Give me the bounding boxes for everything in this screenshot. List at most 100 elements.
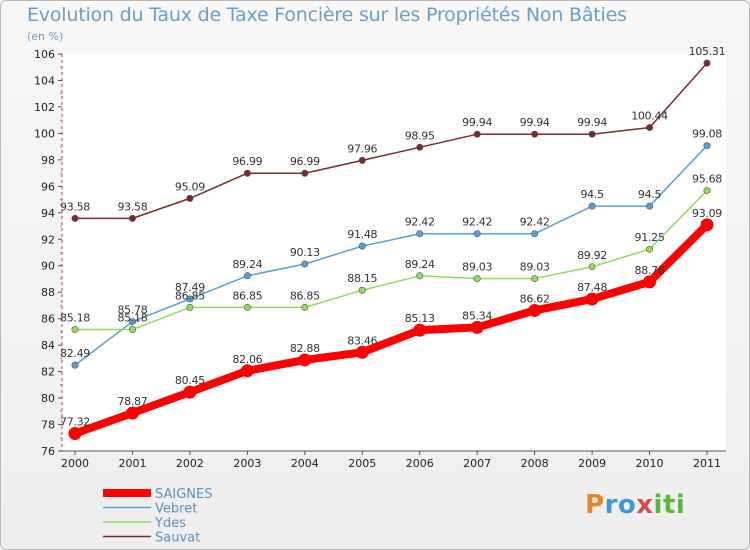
data-label: 89.03 (520, 261, 550, 274)
data-label: 96.99 (290, 155, 320, 168)
x-tick-label: 2001 (118, 457, 146, 470)
data-point (243, 303, 251, 311)
logo-part: x (636, 490, 654, 520)
data-point (646, 245, 654, 253)
x-tick-label: 2008 (521, 457, 549, 470)
y-tick-label: 80 (41, 392, 55, 405)
x-tick-label: 2007 (463, 457, 491, 470)
chart-title: Evolution du Taux de Taxe Foncière sur l… (27, 4, 627, 26)
data-label: 99.08 (692, 128, 722, 141)
data-label: 89.24 (405, 258, 435, 271)
legend-label: Vebret (155, 502, 197, 517)
data-label: 105.31 (689, 45, 726, 58)
data-point (646, 124, 654, 132)
data-label: 95.68 (692, 173, 722, 186)
data-point (186, 295, 194, 303)
data-label: 85.18 (60, 312, 90, 325)
data-label: 82.06 (232, 353, 262, 366)
data-point (703, 142, 711, 150)
y-tick-label: 86 (41, 313, 55, 326)
data-point (128, 326, 136, 334)
data-point (358, 242, 366, 250)
data-point (473, 230, 481, 238)
data-point (531, 130, 539, 138)
data-point (413, 323, 427, 337)
data-point (355, 345, 369, 359)
y-tick-label: 100 (34, 127, 55, 140)
data-label: 93.58 (117, 200, 147, 213)
logo-part: ro (604, 490, 637, 520)
y-tick-label: 88 (41, 286, 55, 299)
data-label: 89.03 (462, 261, 492, 274)
data-label: 87.48 (577, 281, 607, 294)
x-tick-label: 2002 (176, 457, 204, 470)
data-point (301, 303, 309, 311)
data-label: 100.44 (631, 110, 668, 123)
data-point (186, 194, 194, 202)
data-point (588, 130, 596, 138)
y-tick-label: 78 (41, 419, 55, 432)
data-point (183, 385, 197, 399)
y-tick-label: 84 (41, 339, 55, 352)
x-tick-label: 2010 (636, 457, 664, 470)
data-label: 88.78 (635, 264, 665, 277)
data-label: 95.09 (175, 180, 205, 193)
series-line-sauvat (74, 62, 708, 220)
y-tick-label: 96 (41, 180, 55, 193)
data-label: 92.42 (405, 216, 435, 229)
y-tick-label: 92 (41, 233, 55, 246)
x-tick-label: 2004 (291, 457, 319, 470)
data-point (416, 230, 424, 238)
data-point (528, 303, 542, 317)
data-label: 94.5 (638, 188, 662, 201)
data-point (301, 260, 309, 268)
data-label: 85.13 (405, 312, 435, 325)
x-tick-label: 2005 (348, 457, 376, 470)
plot-area (62, 54, 726, 451)
data-label: 99.94 (577, 116, 607, 129)
data-label: 82.88 (290, 342, 320, 355)
data-label: 91.48 (347, 228, 377, 241)
data-point (588, 263, 596, 271)
data-label: 90.13 (290, 246, 320, 259)
data-point (531, 230, 539, 238)
data-point (646, 202, 654, 210)
data-label: 86.62 (520, 292, 550, 305)
y-tick-label: 106 (34, 48, 55, 61)
data-point (125, 406, 139, 420)
logo-part: iti (653, 490, 686, 520)
series-line-saignes (71, 220, 711, 438)
data-label: 93.58 (60, 200, 90, 213)
data-point (71, 214, 79, 222)
data-point (71, 326, 79, 334)
data-point (128, 214, 136, 222)
data-label: 85.18 (117, 312, 147, 325)
data-label: 83.46 (347, 334, 377, 347)
data-point (473, 275, 481, 283)
x-tick-label: 2009 (578, 457, 606, 470)
data-point (68, 427, 82, 441)
y-tick-label: 102 (34, 101, 55, 114)
data-label: 93.09 (692, 207, 722, 220)
data-label: 98.95 (405, 129, 435, 142)
data-label: 86.85 (232, 289, 262, 302)
data-point (416, 272, 424, 280)
data-label: 99.94 (462, 116, 492, 129)
logo-part: P (585, 490, 605, 520)
legend-label: Ydes (154, 516, 186, 531)
data-point (470, 320, 484, 334)
data-label: 86.85 (290, 289, 320, 302)
data-label: 80.45 (175, 374, 205, 387)
data-point (473, 130, 481, 138)
y-tick-label: 82 (41, 366, 55, 379)
data-label: 77.32 (60, 416, 90, 429)
data-point (531, 275, 539, 283)
data-point (585, 292, 599, 306)
data-point (643, 275, 657, 289)
data-label: 87.49 (175, 281, 205, 294)
y-tick-label: 90 (41, 260, 55, 273)
x-tick-label: 2011 (693, 457, 721, 470)
y-tick-label: 98 (41, 154, 55, 167)
